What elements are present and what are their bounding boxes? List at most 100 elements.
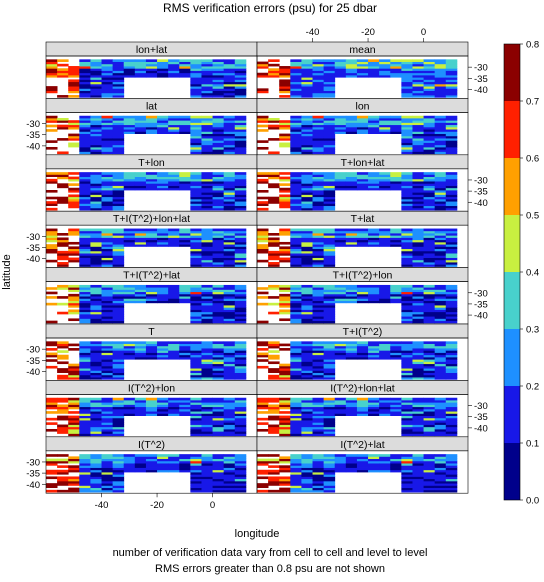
heatmap-cell [90, 318, 102, 322]
heatmap-cell [223, 95, 236, 98]
heatmap-cell [323, 352, 336, 356]
heatmap-cell [434, 348, 447, 351]
heatmap-cell [79, 361, 91, 365]
heatmap-cell [301, 300, 313, 304]
heatmap-cell [412, 377, 424, 380]
heatmap-cell [79, 131, 91, 134]
heatmap-cell [445, 343, 458, 347]
heatmap-cell [90, 233, 102, 236]
heatmap-cell [279, 305, 291, 308]
heatmap-cell [201, 207, 213, 211]
heatmap-cell [68, 428, 80, 432]
heatmap-cell [312, 250, 325, 254]
heatmap-cell [168, 122, 180, 126]
heatmap-cell [412, 307, 424, 310]
heatmap-cell [290, 146, 302, 150]
heatmap-cell [301, 298, 313, 301]
heatmap-cell [401, 239, 413, 243]
heatmap-cell [68, 187, 80, 191]
heatmap-cell [201, 178, 213, 182]
heatmap-cell [268, 458, 280, 462]
heatmap-cell [257, 302, 269, 306]
heatmap-cell [57, 404, 69, 408]
heatmap-cell [101, 149, 114, 152]
heatmap-cell [68, 422, 80, 425]
heatmap-cell [68, 311, 80, 315]
heatmap-cell [423, 120, 436, 123]
heatmap-cell [134, 354, 147, 358]
heatmap-cell [412, 83, 424, 87]
panel-title: T+I(T^2)+lon+lat [113, 213, 190, 225]
heatmap-cell [79, 318, 91, 322]
heatmap-cell [79, 70, 91, 74]
heatmap-cell [168, 404, 180, 408]
heatmap-cell [257, 117, 269, 121]
heatmap-cell [123, 402, 136, 405]
heatmap-cell [445, 318, 458, 322]
heatmap-cell [268, 431, 280, 434]
heatmap-cell [301, 365, 313, 369]
heatmap-cell [134, 63, 147, 67]
heatmap-cell [234, 370, 247, 373]
heatmap-cell [434, 133, 447, 137]
heatmap-cell [323, 172, 336, 175]
heatmap-cell [179, 348, 191, 351]
heatmap-cell [212, 79, 225, 83]
heatmap-cell [356, 348, 369, 351]
heatmap-cell [134, 402, 147, 405]
heatmap-cell [423, 183, 436, 186]
heatmap-cell [312, 485, 325, 489]
heatmap-cell [90, 293, 102, 297]
heatmap-cell [390, 239, 402, 243]
y-tick-label: -30 [26, 232, 40, 243]
heatmap-cell [290, 241, 302, 245]
colorbar-tick-label: 0.8 [526, 40, 539, 51]
heatmap-cell [423, 151, 436, 155]
heatmap-cell [112, 183, 125, 186]
heatmap-cell [345, 287, 358, 290]
heatmap-cell [334, 404, 347, 408]
heatmap-cell [290, 61, 302, 65]
heatmap-cell [323, 59, 336, 62]
heatmap-cell [134, 59, 147, 62]
heatmap-cell [268, 151, 280, 155]
heatmap-cell [90, 456, 102, 460]
heatmap-cell [223, 467, 236, 471]
heatmap-cell [312, 478, 325, 482]
heatmap-cell [401, 255, 413, 258]
heatmap-cell [390, 356, 402, 360]
heatmap-cell [301, 194, 313, 198]
heatmap-cell [134, 296, 147, 299]
heatmap-cell [190, 146, 202, 150]
heatmap-cell [312, 302, 325, 306]
heatmap-cell [190, 228, 202, 232]
heatmap-cell [445, 433, 458, 437]
heatmap-cell [212, 133, 225, 137]
heatmap-cell [101, 343, 114, 347]
heatmap-cell [368, 244, 380, 247]
heatmap-cell [46, 476, 58, 480]
heatmap-cell [79, 307, 91, 310]
heatmap-cell [101, 424, 114, 428]
heatmap-cell [445, 79, 458, 83]
heatmap-cell [101, 194, 114, 198]
heatmap-cell [90, 370, 102, 373]
heatmap-cell [268, 70, 280, 74]
heatmap-cell [434, 74, 447, 78]
heatmap-cell [445, 201, 458, 204]
heatmap-cell [379, 228, 391, 232]
heatmap-cell [234, 316, 247, 319]
heatmap-cell [401, 140, 413, 143]
heatmap-cell [234, 92, 247, 96]
heatmap-cell [334, 61, 347, 65]
heatmap-cell [90, 343, 102, 347]
heatmap-cell [201, 81, 213, 85]
heatmap-cell [290, 230, 302, 234]
heatmap-cell [434, 467, 447, 471]
heatmap-cell [212, 291, 225, 295]
heatmap-cell [123, 399, 136, 403]
heatmap-cell [90, 489, 102, 493]
heatmap-cell [112, 259, 125, 263]
heatmap-cell [101, 348, 114, 351]
colorbar-segment [504, 44, 520, 101]
